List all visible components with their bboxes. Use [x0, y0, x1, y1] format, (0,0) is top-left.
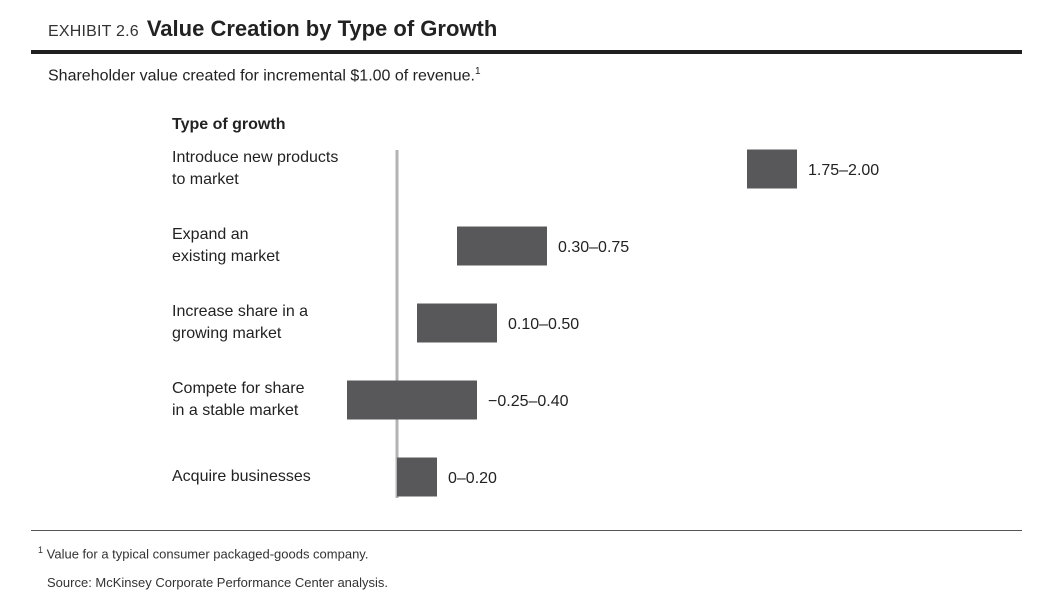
range-bar-chart: 1.75–2.00 0.30–0.75 0.10–0.50 −0.25–0.40 0–0…	[347, 149, 879, 498]
footnote: 1 Value for a typical consumer packaged-…	[38, 545, 368, 561]
exhibit-header: EXHIBIT 2.6 Value Creation by Type of Gro…	[48, 16, 497, 46]
footnote-text: Value for a typical consumer packaged-go…	[46, 546, 369, 562]
category-label-line: existing market	[172, 248, 280, 265]
category-label-line: Expand an	[172, 226, 249, 243]
range-bar	[457, 226, 547, 266]
subtitle-text: Shareholder value created for incrementa…	[48, 67, 475, 85]
footnote-marker: 1	[38, 545, 44, 555]
bar-value-label: −0.25–0.40	[488, 393, 569, 410]
category-label-line: to market	[172, 171, 239, 188]
category-label: Increase share in a growing market	[172, 301, 372, 345]
chart-subtitle: Shareholder value created for incrementa…	[48, 66, 481, 85]
footer-rule	[31, 530, 1022, 531]
category-label-line: Increase share in a	[172, 303, 309, 320]
range-bar	[397, 457, 437, 497]
category-label: Compete for share in a stable market	[172, 378, 372, 422]
range-bar	[417, 303, 497, 343]
column-header: Type of growth	[172, 116, 286, 133]
range-bar	[747, 149, 797, 189]
source-note: Source: McKinsey Corporate Performance C…	[47, 575, 389, 590]
exhibit-label: EXHIBIT 2.6	[48, 23, 139, 40]
category-label-line: in a stable market	[172, 402, 299, 419]
header-rule	[31, 50, 1022, 54]
category-label: Acquire businesses	[172, 466, 372, 488]
category-label-line: Compete for share	[172, 380, 305, 397]
category-label-line: growing market	[172, 325, 282, 342]
category-label: Introduce new products to market	[172, 147, 372, 191]
range-bar	[347, 380, 477, 420]
bar-value-label: 0–0.20	[448, 470, 497, 487]
category-label: Expand an existing market	[172, 224, 372, 268]
bar-value-label: 0.30–0.75	[558, 239, 629, 256]
bar-value-label: 0.10–0.50	[508, 316, 579, 333]
subtitle-footnote-marker: 1	[474, 66, 481, 77]
bar-value-label: 1.75–2.00	[808, 162, 879, 179]
category-label-line: Introduce new products	[172, 149, 339, 166]
category-label-line: Acquire businesses	[172, 468, 311, 485]
exhibit-title: Value Creation by Type of Growth	[146, 16, 498, 41]
